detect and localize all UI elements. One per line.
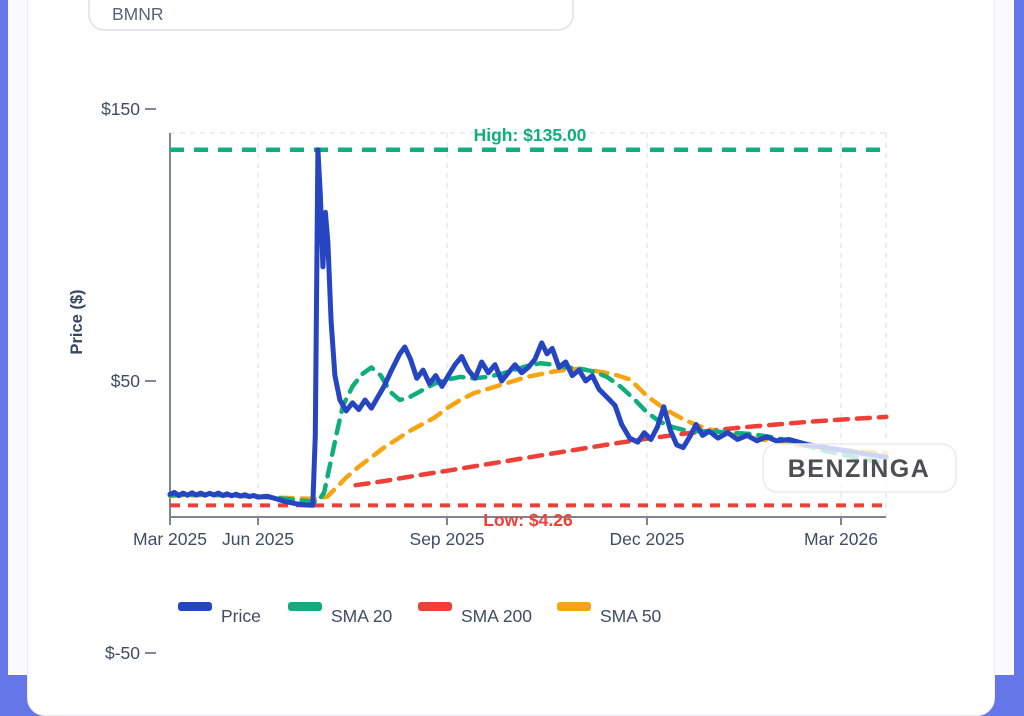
x-tick-label: Mar 2025 bbox=[133, 529, 207, 549]
legend-label-sma200: SMA 200 bbox=[461, 606, 532, 626]
series-layer bbox=[167, 147, 889, 508]
legend-label-sma50: SMA 50 bbox=[600, 606, 662, 626]
legend-swatch-sma20 bbox=[288, 602, 322, 611]
annotation-lines bbox=[170, 147, 886, 508]
high-annotation-label: High: $135.00 bbox=[474, 125, 587, 145]
legend-label-price: Price bbox=[221, 606, 261, 626]
chart-legend: Price SMA 20 SMA 200 SMA 50 bbox=[178, 602, 662, 626]
legend-swatch-price bbox=[178, 602, 212, 611]
y-tick-label: $-50 bbox=[105, 643, 140, 663]
x-tick-label: Dec 2025 bbox=[610, 529, 685, 549]
price-chart: Mar 2025 Jun 2025 Sep 2025 Dec 2025 Mar 2026… bbox=[68, 99, 957, 663]
legend-swatch-sma200 bbox=[418, 602, 452, 611]
axis-layer bbox=[169, 133, 886, 525]
series-line-price bbox=[167, 147, 889, 508]
legend-label-sma20: SMA 20 bbox=[331, 606, 393, 626]
chart-card bbox=[27, 0, 995, 716]
watermark-pill bbox=[762, 443, 957, 493]
content-background: Mar 2025 Jun 2025 Sep 2025 Dec 2025 Mar 2026… bbox=[8, 0, 1014, 716]
low-annotation-label: Low: $4.26 bbox=[483, 510, 573, 530]
y-tick-label: $150 bbox=[101, 99, 140, 119]
x-tick-label: Mar 2026 bbox=[804, 529, 878, 549]
y-tick-label: $50 bbox=[111, 371, 140, 391]
legend-swatch-sma50 bbox=[557, 602, 591, 611]
benzinga-watermark: BENZINGA bbox=[762, 443, 957, 493]
tick-layer: Mar 2025 Jun 2025 Sep 2025 Dec 2025 Mar 2026… bbox=[101, 99, 878, 663]
x-tick-label: Jun 2025 bbox=[222, 529, 294, 549]
ticker-input[interactable] bbox=[88, 0, 574, 31]
y-axis-title: Price ($) bbox=[68, 289, 86, 354]
x-tick-label: Sep 2025 bbox=[410, 529, 485, 549]
watermark-text: BENZINGA bbox=[788, 455, 931, 483]
